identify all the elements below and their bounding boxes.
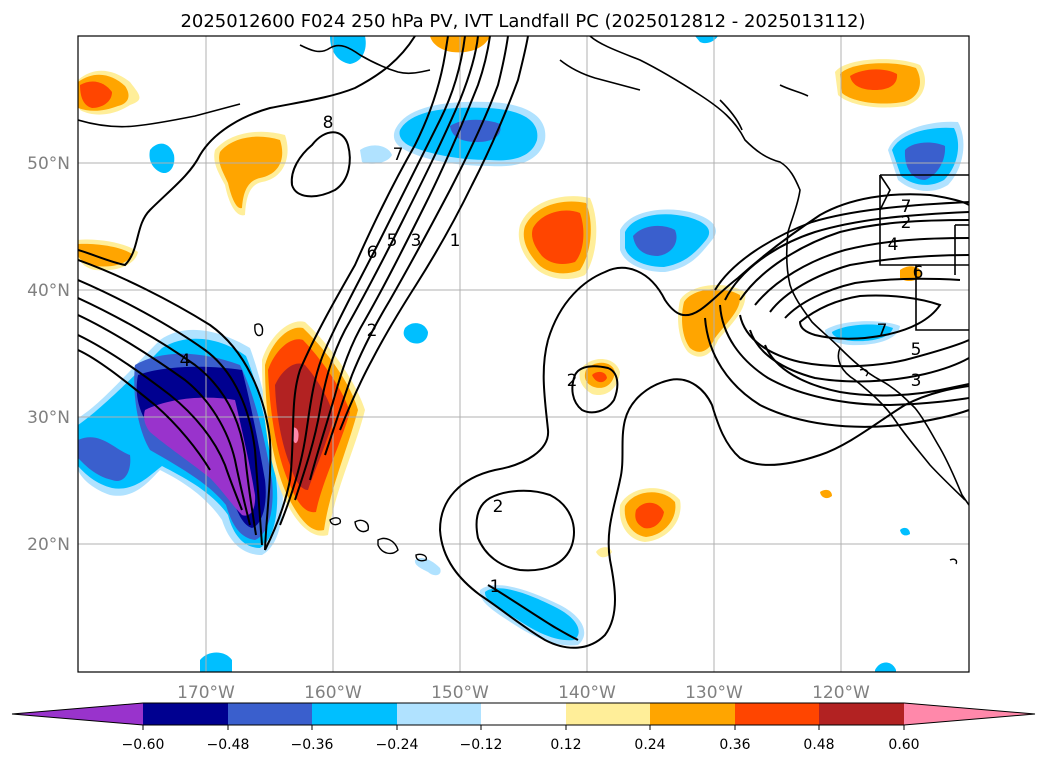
negative-anomaly-region <box>695 36 718 44</box>
latitude-labels: 50°N 40°N 30°N 20°N <box>27 154 70 555</box>
lon-tick-label: 150°W <box>431 683 489 703</box>
lat-tick-label: 30°N <box>27 408 70 428</box>
contour-label: 5 <box>387 231 398 251</box>
negative-anomaly-region <box>633 225 677 256</box>
colorbar-segment <box>819 703 904 725</box>
contour-label: 2 <box>367 321 378 341</box>
contour-label: 3 <box>411 231 422 251</box>
colorbar-over-arrow <box>904 703 1035 725</box>
lon-tick-label: 130°W <box>685 683 743 703</box>
colorbar-tick-label: −0.36 <box>291 737 334 753</box>
colorbar-segment <box>143 703 228 725</box>
lon-tick-label: 140°W <box>558 683 616 703</box>
islands <box>254 323 958 565</box>
negative-anomaly-region <box>900 527 910 536</box>
colorbar-tick-label: 0.60 <box>888 737 919 753</box>
colorbar-under-arrow <box>12 703 143 725</box>
colorbar-tick-label: 0.36 <box>719 737 750 753</box>
contour-label: 1 <box>490 577 501 597</box>
negative-anomaly-region <box>200 652 232 672</box>
negative-anomaly-region <box>360 145 392 164</box>
positive-anomaly-region <box>635 502 664 529</box>
colorbar-segment <box>397 703 481 725</box>
lon-tick-label: 170°W <box>177 683 235 703</box>
positive-anomaly-region <box>80 81 112 108</box>
negative-anomaly-region <box>414 557 441 576</box>
contour-label: 6 <box>913 263 924 283</box>
colorbar-tick-label: −0.12 <box>460 737 503 753</box>
negative-anomaly-region <box>875 662 896 672</box>
colorbar: −0.60 −0.48 −0.36 −0.24 −0.12 0.12 0.24 … <box>11 702 1036 753</box>
pv-contours <box>78 36 969 649</box>
colorbar-tick-label: −0.60 <box>122 737 165 753</box>
colorbar-segment <box>735 703 819 725</box>
figure-title: 2025012600 F024 250 hPa PV, IVT Landfall… <box>180 11 865 32</box>
colorbar-segment <box>312 703 397 725</box>
map-panel: 8 7 6 5 3 1 2 4 2 2 1 7 2 4 6 7 5 3 <box>77 35 970 673</box>
coastlines <box>78 36 969 506</box>
colorbar-segment <box>228 703 312 725</box>
graticule <box>78 36 969 672</box>
contour-label: 1 <box>450 231 461 251</box>
negative-anomaly-region <box>144 397 256 516</box>
positive-anomaly-region <box>275 363 334 490</box>
positive-anomaly-region <box>219 136 283 209</box>
contour-label: 5 <box>911 340 922 360</box>
map-frame <box>77 35 970 673</box>
contour-label: 3 <box>911 371 922 391</box>
contour-labels: 8 7 6 5 3 1 2 4 2 2 1 7 2 4 6 7 5 3 <box>180 113 924 597</box>
lon-tick-label: 120°W <box>812 683 870 703</box>
contour-label: 8 <box>323 113 334 133</box>
lat-tick-label: 20°N <box>27 535 70 555</box>
negative-anomaly-region <box>904 142 946 180</box>
contour-label: 4 <box>888 235 899 255</box>
lat-tick-label: 40°N <box>27 281 70 301</box>
colorbar-segment <box>481 703 566 725</box>
pv-shading <box>78 36 964 672</box>
positive-anomaly-region <box>532 210 584 264</box>
negative-anomaly-region <box>330 36 366 64</box>
contour-label: 2 <box>493 497 504 517</box>
colorbar-tick-label: 0.12 <box>550 737 581 753</box>
colorbar-segment <box>650 703 735 725</box>
contour-label: 7 <box>901 197 912 217</box>
contour-label: 6 <box>367 243 378 263</box>
contour-label: 7 <box>877 321 888 341</box>
colorbar-segment <box>566 703 650 725</box>
negative-anomaly-region <box>149 143 175 174</box>
longitude-labels: 170°W 160°W 150°W 140°W 130°W 120°W <box>177 683 870 703</box>
positive-anomaly-region <box>78 243 132 267</box>
contour-label: 4 <box>180 351 191 371</box>
positive-anomaly-region <box>820 489 832 499</box>
colorbar-tick-label: −0.48 <box>207 737 250 753</box>
negative-anomaly-region <box>403 323 428 344</box>
contour-label: 2 <box>567 371 578 391</box>
colorbar-tick-label: −0.24 <box>376 737 419 753</box>
colorbar-tick-label: 0.48 <box>803 737 834 753</box>
colorbar-ticks <box>142 725 905 730</box>
positive-anomaly-region <box>850 69 898 90</box>
positive-anomaly-region <box>592 371 607 383</box>
negative-anomaly-region <box>450 119 501 142</box>
lat-tick-label: 50°N <box>27 154 70 174</box>
positive-anomaly-region <box>682 289 741 352</box>
lon-tick-label: 160°W <box>304 683 362 703</box>
contour-label: 2 <box>901 213 912 233</box>
contour-label: 7 <box>393 145 404 165</box>
colorbar-tick-label: 0.24 <box>634 737 665 753</box>
